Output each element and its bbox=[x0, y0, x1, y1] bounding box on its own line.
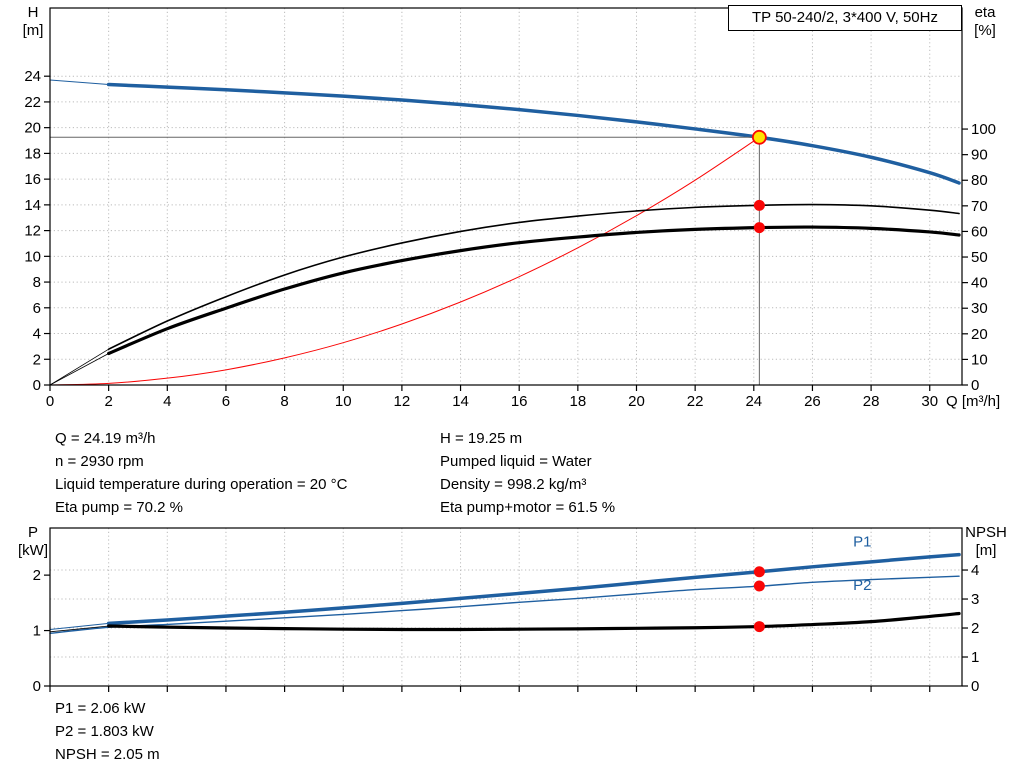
svg-text:6: 6 bbox=[222, 393, 230, 410]
svg-text:0: 0 bbox=[46, 393, 54, 410]
info-p1-value: P1 = 2.06 kW bbox=[55, 700, 146, 717]
p1-lead bbox=[49, 622, 110, 630]
svg-text:22: 22 bbox=[24, 94, 41, 111]
info-eta-pump-motor: Eta pump+motor = 61.5 % bbox=[440, 499, 616, 516]
svg-text:8: 8 bbox=[33, 274, 41, 291]
info-density: Density = 998.2 kg/m³ bbox=[440, 476, 587, 493]
p-axis-label-symbol: P bbox=[27, 524, 38, 541]
svg-text:4: 4 bbox=[971, 562, 979, 579]
svg-text:3: 3 bbox=[971, 591, 979, 608]
svg-text:16: 16 bbox=[511, 393, 528, 410]
svg-text:30: 30 bbox=[921, 393, 938, 410]
duty-info-right: H = 19.25 m Pumped liquid = Water Densit… bbox=[440, 427, 615, 519]
svg-text:10: 10 bbox=[971, 351, 988, 368]
svg-text:2: 2 bbox=[33, 351, 41, 368]
p2-curve bbox=[49, 575, 960, 635]
svg-text:0: 0 bbox=[33, 678, 41, 695]
h-axis-label-unit: [m] bbox=[22, 22, 44, 39]
h-curve bbox=[106, 82, 961, 185]
info-pumped-liquid: Pumped liquid = Water bbox=[440, 453, 592, 470]
eta-axis-label-symbol: eta bbox=[974, 4, 996, 21]
pump-model-title: TP 50-240/2, 3*400 V, 50Hz bbox=[728, 5, 962, 31]
svg-text:10: 10 bbox=[335, 393, 352, 410]
svg-text:0: 0 bbox=[33, 377, 41, 394]
npsh-axis-label-symbol: NPSH bbox=[965, 524, 1007, 541]
svg-text:12: 12 bbox=[24, 223, 41, 240]
info-q-value: Q = 24.19 m³/h bbox=[55, 430, 156, 447]
info-speed-value: n = 2930 rpm bbox=[55, 453, 144, 470]
p1-curve bbox=[106, 552, 961, 626]
svg-text:60: 60 bbox=[971, 223, 988, 240]
duty-info-left: Q = 24.19 m³/h n = 2930 rpm Liquid tempe… bbox=[55, 427, 347, 519]
power-info: P1 = 2.06 kW P2 = 1.803 kW NPSH = 2.05 m bbox=[55, 697, 160, 766]
qh-eta-chart-canvas[interactable]: 0 2 4 6 8 10 12 14 16 18 20 22 24 26 28 300246810121416… bbox=[0, 0, 1024, 420]
curve-value-marker bbox=[753, 566, 765, 578]
eta-pump-lead bbox=[49, 348, 110, 386]
svg-text:2: 2 bbox=[104, 393, 112, 410]
info-p2-value: P2 = 1.803 kW bbox=[55, 723, 154, 740]
info-npsh-value: NPSH = 2.05 m bbox=[55, 746, 160, 763]
npsh-axis-label-unit: [m] bbox=[975, 542, 997, 559]
curve-value-marker bbox=[753, 580, 765, 592]
svg-text:1: 1 bbox=[971, 649, 979, 666]
svg-text:18: 18 bbox=[570, 393, 587, 410]
svg-text:1: 1 bbox=[33, 623, 41, 640]
svg-text:6: 6 bbox=[33, 300, 41, 317]
svg-text:26: 26 bbox=[804, 393, 821, 410]
npsh-lead bbox=[49, 625, 110, 633]
svg-text:10: 10 bbox=[24, 248, 41, 265]
npsh-axis-label: NPSH [m] bbox=[956, 524, 1016, 560]
svg-text:16: 16 bbox=[24, 171, 41, 188]
info-eta-pump: Eta pump = 70.2 % bbox=[55, 499, 183, 516]
p-axis-label-unit: [kW] bbox=[18, 542, 48, 559]
svg-text:4: 4 bbox=[33, 326, 41, 343]
svg-text:0: 0 bbox=[971, 678, 979, 695]
curve-value-marker bbox=[753, 199, 765, 211]
h-lead bbox=[49, 79, 110, 86]
svg-text:18: 18 bbox=[24, 145, 41, 162]
curve-label-p2: P2 bbox=[853, 577, 871, 594]
svg-text:40: 40 bbox=[971, 275, 988, 292]
svg-text:12: 12 bbox=[394, 393, 411, 410]
svg-text:2: 2 bbox=[971, 620, 979, 637]
svg-text:50: 50 bbox=[971, 249, 988, 266]
duty-point-marker[interactable] bbox=[751, 129, 767, 145]
info-h-value: H = 19.25 m bbox=[440, 430, 523, 447]
svg-text:30: 30 bbox=[971, 300, 988, 317]
svg-text:4: 4 bbox=[163, 393, 171, 410]
svg-text:2: 2 bbox=[33, 567, 41, 584]
svg-text:14: 14 bbox=[452, 393, 469, 410]
npsh-curve bbox=[107, 611, 961, 632]
curve-label-p1: P1 bbox=[853, 533, 871, 550]
curve-value-marker bbox=[753, 621, 765, 633]
svg-text:28: 28 bbox=[863, 393, 880, 410]
eta-total-lead bbox=[49, 353, 110, 386]
h-axis-label: H [m] bbox=[13, 4, 53, 40]
svg-text:20: 20 bbox=[24, 120, 41, 137]
svg-text:8: 8 bbox=[280, 393, 288, 410]
eta-pump bbox=[107, 203, 960, 350]
curve-value-marker bbox=[753, 222, 765, 234]
power-npsh-chart-canvas[interactable]: 0 1 2 0 1 2 3 4 P1 P2 bbox=[0, 520, 1024, 700]
svg-text:100: 100 bbox=[971, 121, 996, 138]
svg-text:14: 14 bbox=[24, 197, 41, 214]
system-curve bbox=[49, 136, 760, 386]
eta-axis-label: eta [%] bbox=[958, 4, 1012, 40]
info-liquid-temp: Liquid temperature during operation = 20… bbox=[55, 476, 348, 493]
svg-text:20: 20 bbox=[628, 393, 645, 410]
svg-text:22: 22 bbox=[687, 393, 704, 410]
eta-axis-label-unit: [%] bbox=[974, 22, 996, 39]
p-axis-label: P [kW] bbox=[13, 524, 53, 560]
h-axis-label-symbol: H bbox=[27, 4, 39, 21]
svg-text:20: 20 bbox=[971, 326, 988, 343]
svg-text:90: 90 bbox=[971, 147, 988, 164]
q-axis-label: Q [m³/h] bbox=[946, 393, 1001, 410]
svg-text:24: 24 bbox=[24, 68, 41, 85]
eta-total bbox=[107, 225, 961, 356]
svg-text:0: 0 bbox=[971, 377, 979, 394]
svg-text:80: 80 bbox=[971, 172, 988, 189]
svg-text:70: 70 bbox=[971, 198, 988, 215]
svg-text:24: 24 bbox=[745, 393, 762, 410]
